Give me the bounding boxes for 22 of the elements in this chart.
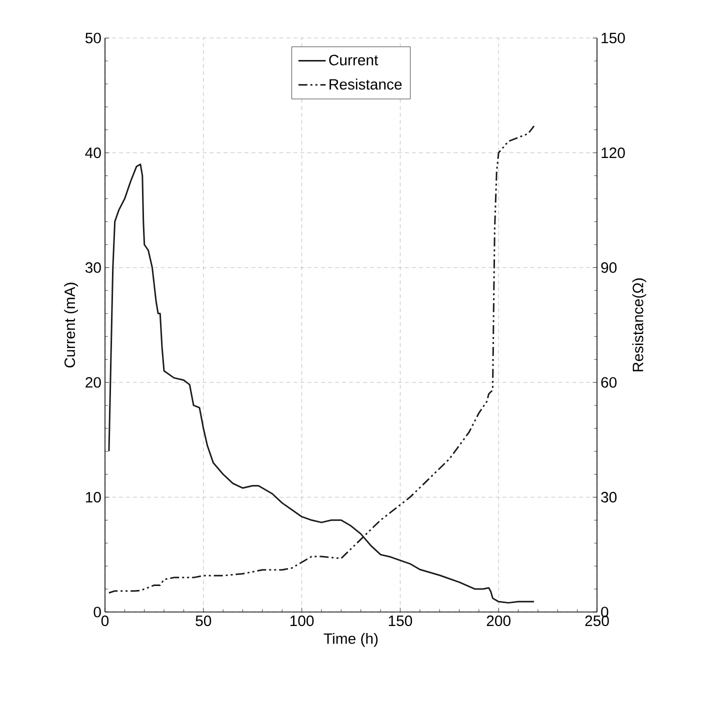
y-tick-label: 50 bbox=[85, 32, 101, 44]
x-tick-label: 0 bbox=[101, 616, 109, 626]
y2-tick-label: 150 bbox=[602, 32, 625, 44]
y-tick-label: 30 bbox=[85, 262, 101, 273]
y-tick-label: 0 bbox=[94, 606, 101, 618]
x-axis-title: Time (h) bbox=[324, 632, 378, 647]
y-tick-label: 20 bbox=[86, 377, 101, 388]
x-tick-label: 200 bbox=[486, 616, 510, 626]
x-tick-label: 100 bbox=[290, 616, 314, 626]
y2-axis-title: Resistance(Ω) bbox=[632, 278, 646, 372]
y-axis-title: Current (mA) bbox=[64, 282, 78, 368]
y2-tick-label: 120 bbox=[602, 148, 625, 158]
y2-tick-label: 30 bbox=[601, 492, 617, 502]
y-tick-label: 40 bbox=[85, 148, 101, 158]
y2-tick-label: 60 bbox=[601, 377, 617, 388]
x-tick-label: 250 bbox=[585, 616, 609, 626]
y2-tick-label: 90 bbox=[601, 262, 617, 273]
x-tick-label: 50 bbox=[196, 616, 212, 626]
legend-label: Current bbox=[329, 54, 378, 66]
y-tick-label: 10 bbox=[86, 492, 101, 502]
legend-label: Resistance bbox=[330, 78, 402, 90]
x-tick-label: 150 bbox=[388, 616, 412, 626]
